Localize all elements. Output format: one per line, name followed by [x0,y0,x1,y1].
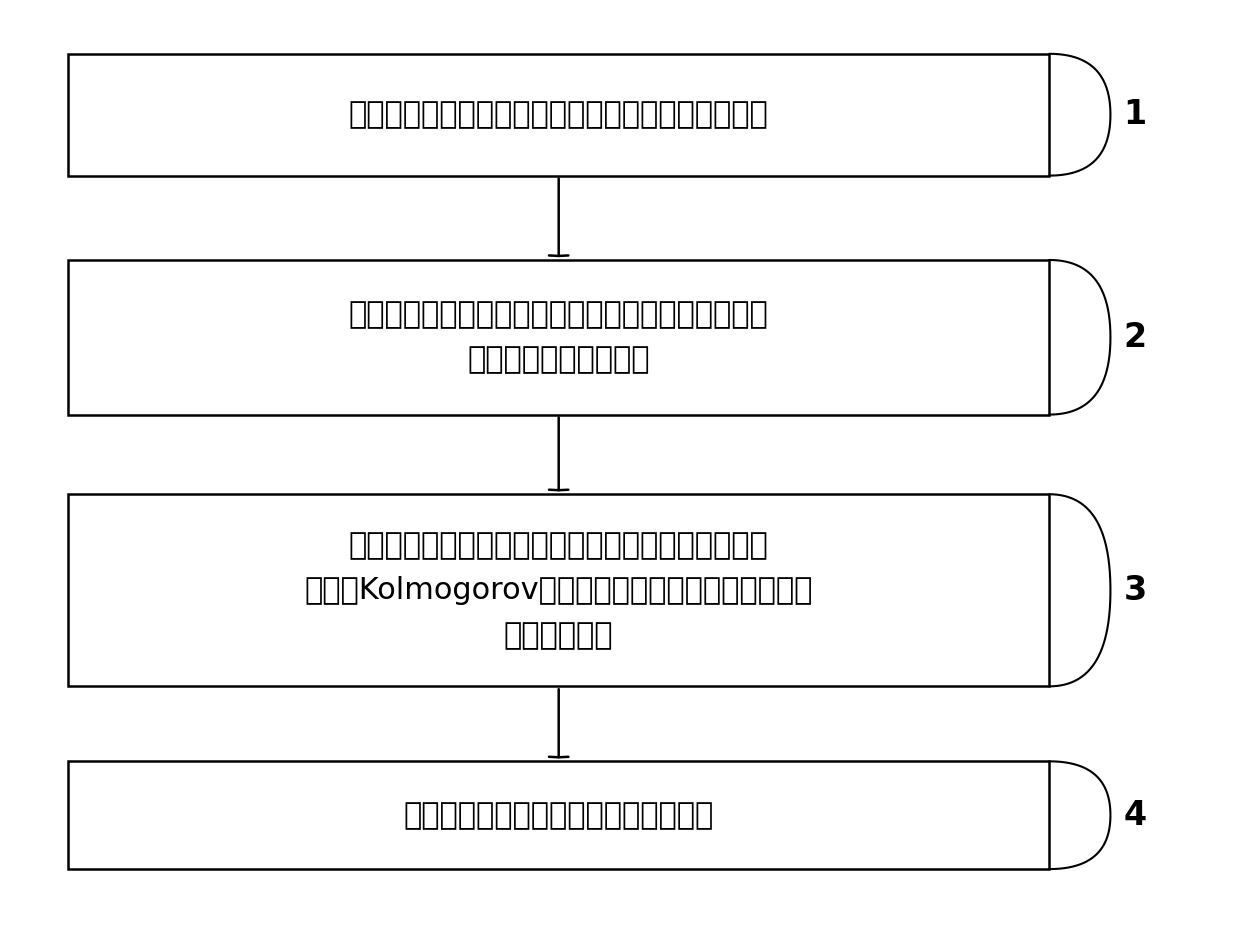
FancyBboxPatch shape [68,260,1049,415]
Text: 利用径向风速脉动量计算实测方位角速度结构函数，: 利用径向风速脉动量计算实测方位角速度结构函数， [348,531,769,560]
Text: 来计算耗散率: 来计算耗散率 [503,621,614,650]
Text: 利用径向风速以及非连续圆锥扫描时的相关角度参数: 利用径向风速以及非连续圆锥扫描时的相关角度参数 [348,301,769,329]
FancyBboxPatch shape [68,54,1049,176]
FancyBboxPatch shape [68,495,1049,687]
Text: 3: 3 [1123,573,1147,607]
Text: 来计算径向风速脉动量: 来计算径向风速脉动量 [467,345,650,375]
Text: 由径向风速和耗散率计算其他湍流参数: 由径向风速和耗散率计算其他湍流参数 [403,801,714,829]
Text: 1: 1 [1123,98,1147,131]
Text: 2: 2 [1123,320,1147,354]
Text: 4: 4 [1123,799,1147,832]
Text: 并结合Kolmogorov模型中的理论横向速度结构函数，: 并结合Kolmogorov模型中的理论横向速度结构函数， [305,575,813,605]
Text: 控制激光雷达采用非连续圆锥扫描方式获得径向风速: 控制激光雷达采用非连续圆锥扫描方式获得径向风速 [348,100,769,129]
FancyBboxPatch shape [68,762,1049,869]
